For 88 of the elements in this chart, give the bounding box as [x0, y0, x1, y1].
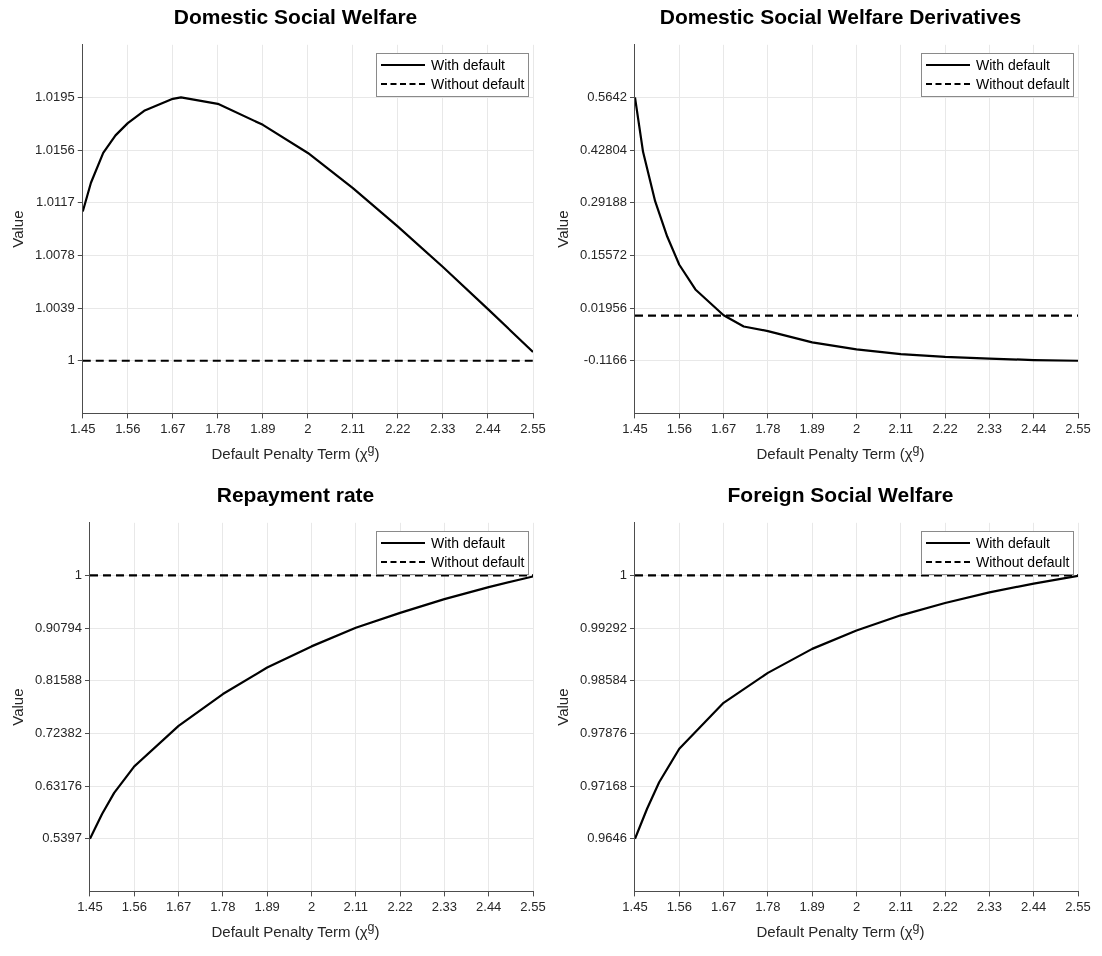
legend-label: Without default [976, 552, 1070, 572]
y-axis-title: Value [554, 210, 572, 248]
y-tick-label: 0.29188 [579, 194, 627, 210]
x-tick-label: 2.11 [343, 898, 368, 914]
x-tick-label: 1.45 [70, 420, 96, 436]
y-axis-title: Value [554, 688, 572, 726]
y-tick-label: 0.15572 [579, 247, 627, 263]
y-tick-label: 1 [74, 567, 82, 583]
x-axis-title: Default Penalty Term (χ$^{g}$) [210, 920, 381, 940]
x-tick-label: 2.55 [1065, 898, 1091, 914]
x-tick-label: 2.22 [385, 420, 411, 436]
x-tick-label: 2.44 [1021, 420, 1047, 436]
y-tick-label: 1.0039 [35, 299, 75, 315]
x-tick-label: 2.44 [476, 898, 502, 914]
y-axis-title: Value [9, 688, 27, 726]
y-tick-label: 1.0195 [35, 89, 75, 105]
y-tick-label: 0.99292 [579, 619, 627, 635]
x-tick-label: 2.11 [888, 898, 913, 914]
x-tick-label: 1.67 [710, 420, 737, 436]
y-tick-label: 0.72382 [34, 725, 82, 741]
x-tick-label: 1.89 [799, 898, 825, 914]
y-tick-label: -0.1166 [583, 352, 627, 368]
y-axis-title: Value [9, 210, 27, 248]
y-tick-label: 1.0156 [35, 141, 75, 157]
y-tick-label: 0.81588 [34, 672, 82, 688]
x-tick-label: 1.45 [622, 898, 648, 914]
x-tick-label: 2.44 [1021, 898, 1047, 914]
x-tick-label: 2 [307, 898, 316, 914]
x-tick-label: 2 [852, 420, 861, 436]
x-tick-label: 2.22 [387, 898, 413, 914]
x-tick-label: 2.11 [888, 420, 913, 436]
chart-title: Domestic Social Welfare [172, 4, 419, 30]
x-tick-label: 1.78 [755, 898, 781, 914]
legend-label: With default [976, 533, 1050, 553]
legend-label: With default [431, 55, 505, 75]
chart-title: Repayment rate [215, 482, 376, 508]
chart-title: Domestic Social Welfare Derivatives [658, 4, 1023, 30]
x-tick-label: 1.45 [622, 420, 648, 436]
y-tick-label: 0.9646 [587, 830, 627, 846]
x-tick-label: 1.56 [121, 898, 147, 914]
x-tick-label: 1.56 [115, 420, 141, 436]
legend-label: With default [976, 55, 1050, 75]
x-tick-label: 1.89 [254, 898, 280, 914]
y-tick-label: 0.42804 [579, 141, 627, 157]
x-tick-label: 2.22 [932, 898, 958, 914]
y-tick-label: 0.98584 [579, 672, 627, 688]
y-tick-label: 1.0117 [35, 194, 75, 210]
x-tick-label: 1.45 [77, 898, 103, 914]
x-axis-title: Default Penalty Term (χ$^{g}$) [755, 920, 926, 940]
legend-label: Without default [431, 552, 525, 572]
x-tick-label: 1.78 [205, 420, 231, 436]
y-tick-label: 0.01956 [579, 299, 627, 315]
y-tick-label: 0.63176 [34, 777, 82, 793]
x-tick-label: 1.67 [710, 898, 737, 914]
y-tick-label: 0.97168 [579, 777, 627, 793]
x-tick-label: 1.78 [210, 898, 236, 914]
x-tick-label: 1.89 [250, 420, 276, 436]
legend-label: Without default [976, 74, 1070, 94]
x-tick-label: 2.55 [520, 420, 546, 436]
legend-label: With default [431, 533, 505, 553]
chart-title: Foreign Social Welfare [726, 482, 955, 508]
x-tick-label: 2.22 [932, 420, 958, 436]
y-tick-label: 0.97876 [579, 725, 627, 741]
x-tick-label: 2.33 [431, 898, 458, 914]
x-tick-label: 2.11 [340, 420, 366, 436]
x-tick-label: 1.56 [666, 898, 692, 914]
x-tick-label: 1.56 [666, 420, 692, 436]
legend-label: Without default [431, 74, 525, 94]
x-tick-label: 2 [304, 420, 312, 436]
x-axis-title: Default Penalty Term (χ$^{g}$) [210, 442, 381, 462]
x-tick-label: 2.55 [1065, 420, 1091, 436]
x-axis-title: Default Penalty Term (χ$^{g}$) [755, 442, 926, 462]
y-tick-label: 0.90794 [34, 619, 82, 635]
x-tick-label: 1.78 [755, 420, 781, 436]
x-tick-label: 1.67 [160, 420, 186, 436]
x-tick-label: 2.33 [430, 420, 456, 436]
y-tick-label: 0.5397 [42, 830, 82, 846]
x-tick-label: 2.55 [520, 898, 546, 914]
x-tick-label: 1.67 [165, 898, 192, 914]
x-tick-label: 2.33 [976, 898, 1003, 914]
x-tick-label: 2.33 [976, 420, 1003, 436]
y-tick-label: 1.0078 [35, 247, 75, 263]
y-tick-label: 1 [619, 567, 627, 583]
y-tick-label: 0.5642 [587, 89, 627, 105]
y-tick-label: 1 [67, 352, 75, 368]
x-tick-label: 2 [852, 898, 861, 914]
x-tick-label: 1.89 [799, 420, 825, 436]
x-tick-label: 2.44 [475, 420, 501, 436]
